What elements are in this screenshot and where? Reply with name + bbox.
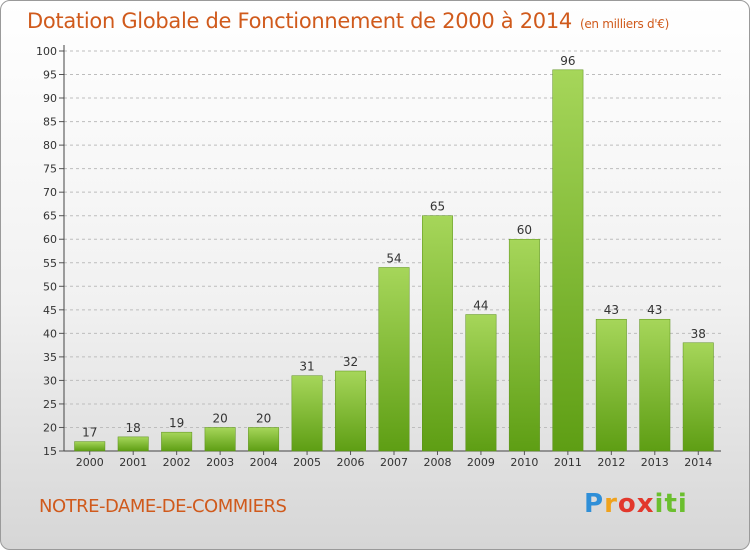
bar <box>422 215 453 452</box>
x-tick-label: 2002 <box>163 456 191 469</box>
bar <box>204 427 236 452</box>
x-tick-label: 2010 <box>510 456 538 469</box>
y-tick-label: 45 <box>43 304 57 317</box>
chart-title-text: Dotation Globale de Fonctionnement de 20… <box>27 9 572 33</box>
y-tick-label: 75 <box>43 163 57 176</box>
x-tick-label: 2013 <box>641 456 669 469</box>
x-tick-label: 2009 <box>467 456 495 469</box>
bar <box>508 238 540 452</box>
bar-value-label: 38 <box>691 327 706 341</box>
x-tick-label: 2001 <box>119 456 147 469</box>
bar <box>117 436 149 452</box>
x-tick-label: 2007 <box>380 456 408 469</box>
y-tick-label: 15 <box>43 445 57 458</box>
bar <box>335 370 366 452</box>
logo-letter: t <box>664 489 678 519</box>
logo-letter: i <box>677 489 688 519</box>
x-tick-label: 2000 <box>76 456 104 469</box>
bar-value-label: 43 <box>647 303 662 317</box>
bar <box>291 375 323 452</box>
bar-value-label: 31 <box>299 360 314 374</box>
x-tick-label: 2003 <box>206 456 234 469</box>
y-tick-label: 50 <box>43 280 57 293</box>
bar-value-label: 60 <box>517 223 532 237</box>
x-tick-label: 2014 <box>684 456 712 469</box>
bar-value-label: 54 <box>386 251 401 265</box>
bar <box>465 314 497 452</box>
y-tick-label: 90 <box>43 92 57 105</box>
logo-letter: o <box>617 489 637 519</box>
y-tick-label: 55 <box>43 257 57 270</box>
bar <box>378 267 410 452</box>
x-tick-label: 2005 <box>293 456 321 469</box>
bar-value-label: 20 <box>212 411 227 425</box>
bar-value-label: 19 <box>169 416 184 430</box>
x-tick-label: 2006 <box>337 456 365 469</box>
bar-value-label: 65 <box>430 200 445 214</box>
bar-value-label: 96 <box>560 54 575 68</box>
bar-value-label: 20 <box>256 411 271 425</box>
y-tick-label: 40 <box>43 327 57 340</box>
bar <box>595 318 627 452</box>
chart-unit-label: (en milliers d'€) <box>579 17 669 31</box>
bar-value-label: 44 <box>473 299 488 313</box>
logo-letter: x <box>636 489 655 519</box>
logo-letter: r <box>604 489 618 519</box>
y-tick-label: 85 <box>43 116 57 129</box>
x-tick-label: 2004 <box>250 456 278 469</box>
y-tick-label: 65 <box>43 210 57 223</box>
municipality-name: NOTRE-DAME-DE-COMMIERS <box>39 496 287 517</box>
x-tick-label: 2008 <box>423 456 451 469</box>
y-tick-label: 25 <box>43 398 57 411</box>
chart-title: Dotation Globale de Fonctionnement de 20… <box>27 9 669 33</box>
bar-value-label: 17 <box>82 426 97 440</box>
y-tick-label: 95 <box>43 69 57 82</box>
bar <box>248 427 280 452</box>
x-tick-label: 2011 <box>554 456 582 469</box>
bar-value-label: 18 <box>126 421 141 435</box>
y-tick-label: 60 <box>43 233 57 246</box>
y-tick-label: 70 <box>43 186 57 199</box>
bar <box>552 69 584 452</box>
logo-letter: P <box>584 489 605 519</box>
logo-letter: i <box>654 489 665 519</box>
y-tick-label: 35 <box>43 351 57 364</box>
bar <box>74 441 106 452</box>
x-tick-label: 2012 <box>597 456 625 469</box>
bar <box>639 318 671 452</box>
bar-value-label: 43 <box>604 303 619 317</box>
y-tick-label: 80 <box>43 139 57 152</box>
y-tick-label: 20 <box>43 421 57 434</box>
proxiti-logo[interactable]: Proxiti <box>584 489 688 519</box>
y-tick-label: 30 <box>43 374 57 387</box>
y-tick-label: 100 <box>36 45 57 58</box>
bar-value-label: 32 <box>343 355 358 369</box>
bar <box>161 431 193 452</box>
bar <box>682 342 714 452</box>
